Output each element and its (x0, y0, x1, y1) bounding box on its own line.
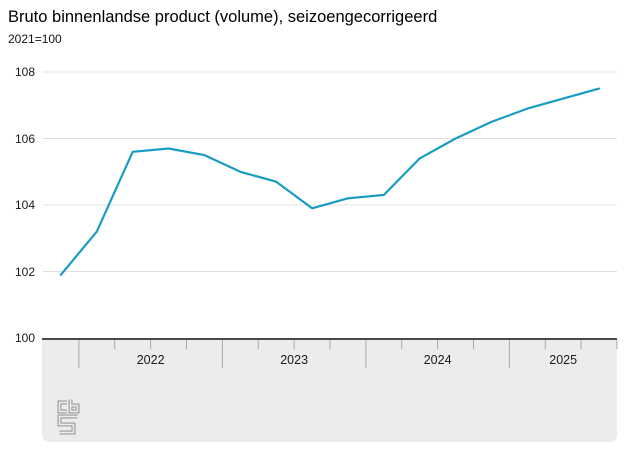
x-year-label: 2025 (549, 353, 578, 367)
y-axis-label: 102 (14, 264, 35, 279)
x-axis-footer-panel (42, 339, 617, 442)
chart-unit-label: 2021=100 (8, 32, 62, 46)
x-year-label: 2023 (280, 353, 309, 367)
gridlines (43, 71, 617, 272)
chart-title: Bruto binnenlandse product (volume), sei… (8, 8, 438, 26)
y-axis-label: 106 (14, 131, 35, 146)
cbs-logo (57, 399, 80, 435)
gdp-series-line (59, 87, 601, 276)
y-axis-label: 108 (14, 65, 35, 79)
x-year-label: 2022 (136, 353, 165, 367)
x-year-label: 2024 (423, 353, 452, 367)
y-axis-label: 100 (14, 331, 35, 345)
y-axis-label: 104 (14, 198, 35, 212)
x-axis-ticks (78, 340, 618, 368)
